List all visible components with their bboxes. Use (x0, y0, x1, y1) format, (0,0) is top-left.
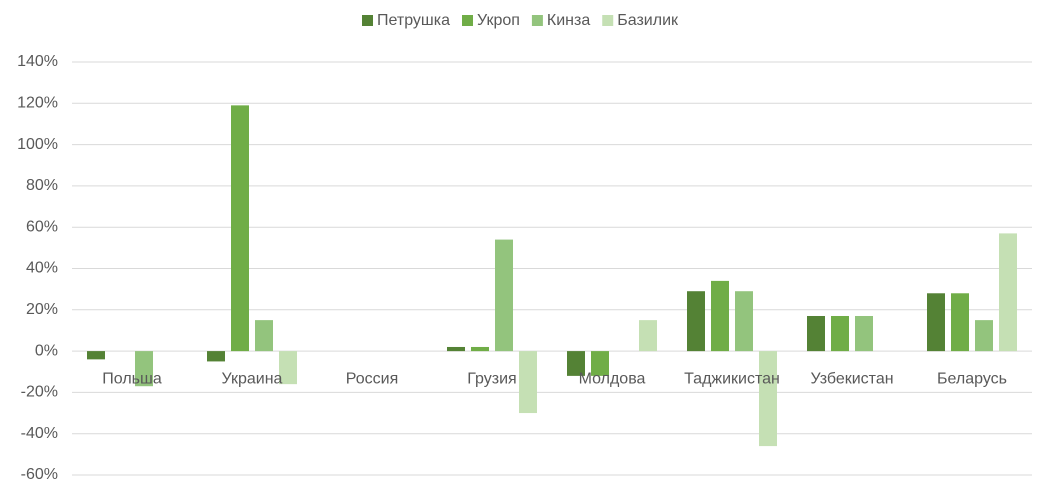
legend-swatch (531, 15, 543, 26)
bar (999, 233, 1017, 352)
bar (447, 346, 465, 352)
y-tick-label: 80% (26, 177, 58, 194)
x-tick-label: Беларусь (937, 370, 1007, 387)
y-tick-label: 20% (26, 301, 58, 318)
legend: Петрушка Укроп Кинза Базилик (362, 12, 679, 29)
bar (255, 320, 273, 352)
x-tick-label: Грузия (467, 370, 516, 387)
bar (135, 351, 153, 387)
bar (711, 280, 729, 352)
x-tick-label: Молдова (579, 370, 646, 387)
y-tick-label: 100% (17, 136, 58, 153)
bar (87, 351, 105, 360)
y-tick-label: -20% (21, 384, 58, 401)
bar (831, 315, 849, 352)
y-tick-label: -60% (21, 466, 58, 483)
legend-swatch (462, 15, 473, 26)
bar (735, 291, 753, 352)
bar (567, 351, 585, 376)
bar (279, 351, 297, 385)
y-tick-label: 60% (26, 218, 58, 235)
bar (471, 346, 489, 352)
bar (951, 293, 969, 352)
y-tick-label: 0% (35, 342, 58, 359)
x-tick-label: Украина (222, 370, 283, 387)
bar (855, 315, 873, 352)
x-tick-label: Россия (346, 370, 398, 387)
bar (231, 105, 249, 352)
legend-swatch (362, 15, 373, 26)
bar (759, 351, 777, 447)
bar (519, 351, 537, 414)
bar (639, 320, 657, 352)
y-tick-label: 140% (17, 53, 58, 70)
x-tick-label: Польша (102, 370, 162, 387)
bar (207, 351, 225, 362)
bar (975, 320, 993, 352)
legend-label: Кинза (547, 12, 590, 29)
grid (72, 61, 1032, 476)
legend-label: Укроп (477, 12, 520, 29)
bar (591, 351, 609, 376)
x-tick-label: Таджикистан (684, 370, 780, 387)
bar (687, 291, 705, 352)
legend-label: Базилик (617, 12, 679, 29)
labels: -60% -40% -20% 0% 20% 40% 60% 80% 100% 120% 140% По… (17, 53, 1007, 483)
y-tick-label: 40% (26, 260, 58, 277)
legend-swatch (602, 15, 614, 26)
x-tick-label: Узбекистан (810, 370, 893, 387)
bars (87, 105, 1017, 447)
bar (927, 293, 945, 352)
legend-label: Петрушка (377, 12, 450, 29)
y-tick-label: 120% (17, 95, 58, 112)
y-tick-label: -40% (21, 425, 58, 442)
bar (807, 315, 825, 352)
bar (495, 239, 513, 352)
